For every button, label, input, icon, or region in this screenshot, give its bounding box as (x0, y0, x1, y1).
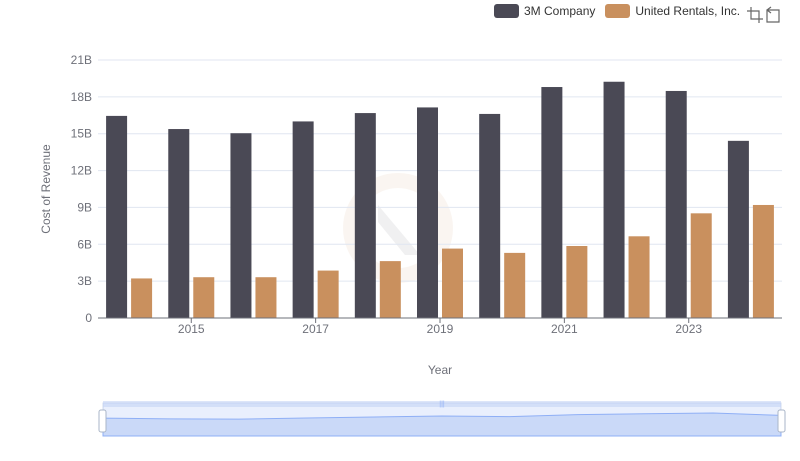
bar-3m-2023[interactable] (665, 90, 687, 319)
y-tick-label: 21B (71, 53, 92, 67)
data-zoom-handle-left[interactable] (98, 409, 107, 433)
bar-3m-2014[interactable] (106, 115, 128, 319)
data-zoom-selection[interactable] (103, 403, 781, 436)
x-tick-label: 2023 (675, 322, 702, 336)
bar-3m-2019[interactable] (417, 107, 438, 319)
legend-item-united-rentals[interactable]: United Rentals, Inc. (605, 4, 740, 18)
bar-3m-2017[interactable] (292, 121, 314, 318)
zoom-icon[interactable] (746, 6, 764, 24)
bar-united-rentals-2015[interactable] (193, 277, 215, 318)
bar-united-rentals-2016[interactable] (255, 277, 277, 318)
legend-swatch-united-rentals (605, 4, 631, 18)
legend-label-united-rentals: United Rentals, Inc. (635, 4, 741, 18)
bar-united-rentals-2024[interactable] (752, 204, 774, 318)
y-tick-label: 9B (77, 200, 92, 214)
y-tick-label: 3B (77, 274, 92, 288)
bar-united-rentals-2020[interactable] (504, 252, 526, 318)
bar-united-rentals-2014[interactable] (131, 278, 153, 318)
bar-3m-2021[interactable] (541, 87, 563, 319)
toolbox (746, 6, 782, 24)
x-axis-title: Year (428, 363, 452, 377)
bar-3m-2024[interactable] (727, 140, 749, 318)
x-tick-label: 2019 (427, 322, 454, 336)
legend-label-3m: 3M Company (524, 4, 596, 18)
y-tick-label: 18B (71, 90, 92, 104)
x-tick-label: 2021 (551, 322, 578, 336)
x-tick-label: 2017 (302, 322, 329, 336)
bar-3m-2015[interactable] (168, 129, 190, 318)
y-tick-label: 0 (85, 311, 92, 325)
legend-item-3m-company[interactable]: 3M Company (494, 4, 595, 18)
x-tick-label: 2015 (178, 322, 205, 336)
bar-united-rentals-2022[interactable] (628, 236, 650, 318)
data-zoom-grip-icon[interactable]: ||| (439, 401, 445, 408)
bars (106, 81, 774, 319)
y-tick-label: 12B (71, 164, 92, 178)
y-tick-label: 15B (71, 127, 92, 141)
data-zoom-preview-area (102, 412, 782, 437)
tick-labels: 0 3B 6B 9B 12B 15B 18B 21B 2015 2017 2019 2021 2023 (71, 53, 703, 336)
legend-swatch-3m (494, 4, 519, 18)
bar-united-rentals-2017[interactable] (317, 270, 339, 318)
bar-united-rentals-2023[interactable] (690, 213, 712, 318)
data-zoom-top-bar[interactable] (103, 401, 781, 407)
axes (98, 317, 782, 323)
bar-united-rentals-2019[interactable] (442, 248, 463, 318)
bar-3m-2022[interactable] (603, 81, 625, 318)
bar-3m-2020[interactable] (479, 113, 501, 318)
restore-icon[interactable] (764, 6, 782, 24)
bar-3m-2016[interactable] (230, 133, 252, 318)
bar-3m-2018[interactable] (354, 113, 376, 319)
bar-united-rentals-2021[interactable] (566, 246, 588, 318)
y-tick-label: 6B (77, 237, 92, 251)
bar-united-rentals-2018[interactable] (379, 261, 401, 318)
data-zoom-slider[interactable]: ||| (98, 401, 786, 437)
data-zoom-handle-right[interactable] (777, 409, 786, 433)
y-axis-title: Cost of Revenue (39, 144, 53, 234)
legend: 3M Company United Rentals, Inc. (494, 4, 750, 18)
